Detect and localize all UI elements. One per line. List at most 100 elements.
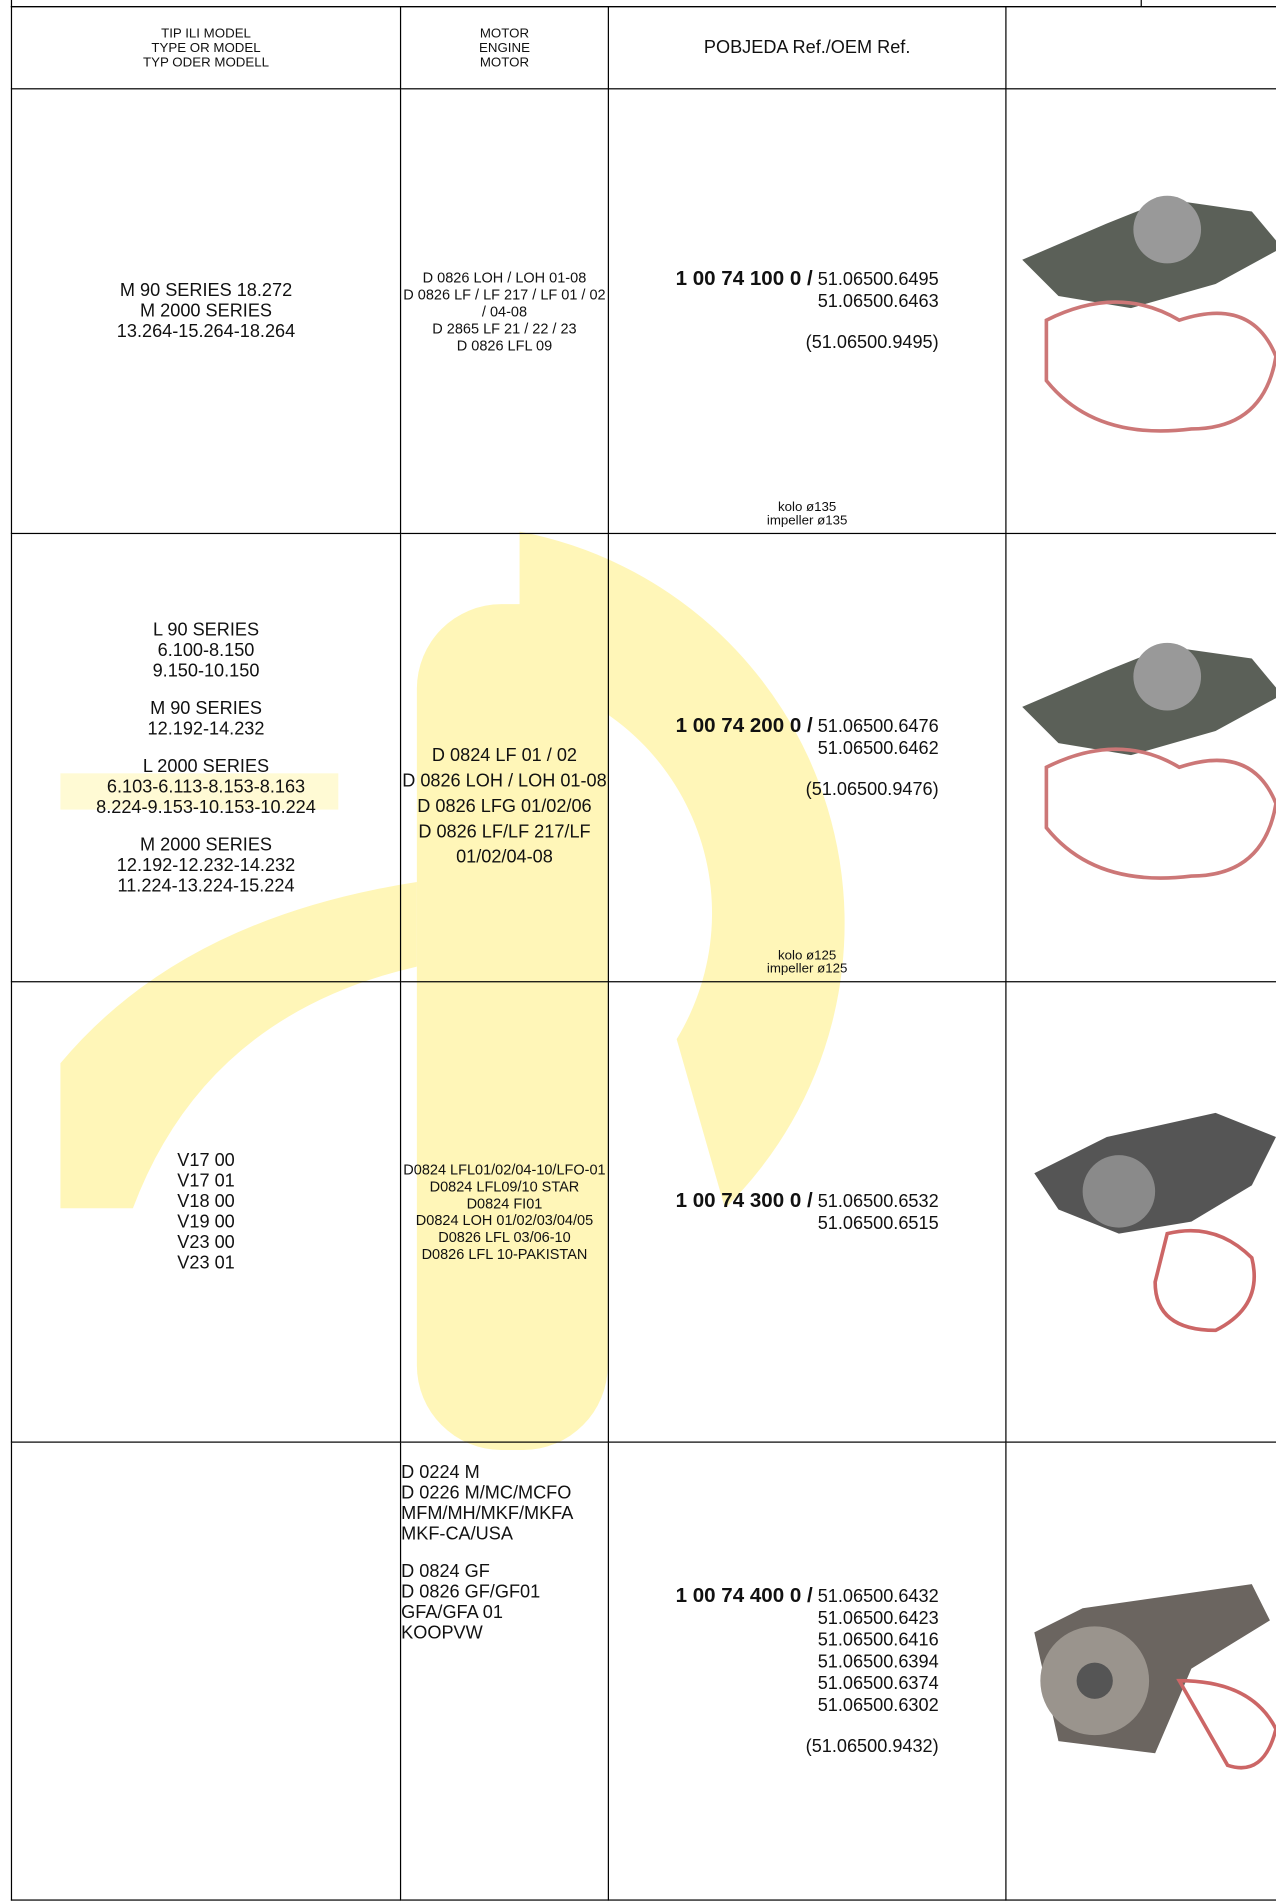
model-line: L 2000 SERIES [142, 755, 270, 777]
header-line: TYP ODER MODELL [142, 54, 270, 70]
model-line: M 2000 SERIES [140, 834, 272, 855]
engine-line: D 0826 LOH / LOH 01-08 [402, 770, 607, 791]
oem-ref: 51.06500.6495 [817, 269, 939, 290]
oem-ref: 51.06500.6532 [817, 1190, 939, 1212]
engine-line: D0824 LFL01/02/04-10/LFO-01 [403, 1161, 606, 1179]
oem-ref-alt: (51.06500.9476) [805, 778, 939, 800]
model-line: 6.103-6.113-8.153-8.163 [106, 776, 306, 797]
oem-ref: 51.06500.6515 [817, 1212, 939, 1234]
ref-cell: 1 00 74 100 0 / 51.06500.6495 51.06500.64… [607, 88, 1007, 535]
model-group: M 2000 SERIES 12.192-12.232-14.232 11.224-… [12, 834, 400, 896]
ref-box: 1 00 74 400 0 / 51.06500.6432 51.06500.64… [675, 1583, 939, 1758]
image-cell [1005, 1441, 1276, 1901]
ref-line: 1 00 74 100 0 / 51.06500.6495 [676, 268, 939, 291]
model-group: L 2000 SERIES 6.103-6.113-8.153-8.163 8.22… [12, 756, 400, 818]
engine-line: D 0224 M [401, 1462, 480, 1483]
image-cell [1005, 981, 1276, 1443]
model-group: V17 00 V17 01 V18 00 V19 00 V23 00 V23 01 [12, 1150, 400, 1273]
engine-line: D0826 LFL 03/06-10 [438, 1228, 571, 1246]
engine-line: D0824 LFL09/10 STAR [429, 1178, 580, 1196]
model-cell: M 90 SERIES 18.272 M 2000 SERIES 13.264-15… [10, 88, 402, 535]
ref-cell: 1 00 74 400 0 / 51.06500.6432 51.06500.64… [607, 1441, 1007, 1901]
model-line: V19 00 [177, 1211, 235, 1233]
header-line: ENGINE [478, 40, 530, 55]
model-line: V23 01 [177, 1253, 235, 1274]
header-ref: POBJEDA Ref./OEM Ref. [607, 6, 1007, 90]
model-line: 12.192-14.232 [147, 718, 265, 739]
oem-ref: 51.06500.6476 [817, 715, 939, 737]
model-line: 8.224-9.153-10.153-10.224 [96, 796, 316, 818]
model-cell: V17 00 V17 01 V18 00 V19 00 V23 00 V23 01 [10, 981, 402, 1443]
oem-ref: 51.06500.6302 [817, 1694, 939, 1716]
engine-line: D0824 LOH 01/02/03/04/05 [415, 1211, 594, 1229]
engine-line: GFA/GFA 01 [401, 1602, 503, 1623]
model-group: L 90 SERIES 6.100-8.150 9.150-10.150 [12, 619, 400, 681]
note-line: impeller ø125 [766, 961, 848, 977]
note-line: kolo ø135 [777, 500, 837, 515]
engine-line: D 0826 LOH / LOH 01-08 [422, 268, 587, 286]
engine-cell: D0824 LFL01/02/04-10/LFO-01 D0824 LFL09/1… [399, 981, 609, 1443]
oem-ref-alt: (51.06500.9432) [805, 1735, 939, 1757]
header-engine: MOTOR ENGINE MOTOR [399, 6, 609, 90]
engine-cell: D 0824 LF 01 / 02 D 0826 LOH / LOH 01-08 D… [399, 532, 609, 983]
oem-ref: 51.06500.6432 [817, 1585, 939, 1607]
model-group: M 90 SERIES 12.192-14.232 [12, 698, 400, 739]
model-line: L 90 SERIES [152, 619, 260, 640]
header-line: MOTOR [479, 54, 530, 70]
model-line: V17 01 [177, 1170, 235, 1192]
pobjeda-ref: 1 00 74 100 0 / [675, 267, 813, 290]
pobjeda-ref: 1 00 74 300 0 / [675, 1188, 813, 1212]
model-cell [10, 1441, 402, 1901]
engine-line: KOOPVW [401, 1622, 483, 1644]
impeller-note: kolo ø135 impeller ø135 [609, 501, 1005, 528]
model-group: M 90 SERIES 18.272 M 2000 SERIES 13.264-15… [12, 280, 400, 342]
oem-ref: 51.06500.6463 [817, 291, 939, 312]
engine-group: D 0824 GF D 0826 GF/GF01 GFA/GFA 01 KOOPVW [401, 1561, 608, 1643]
engine-line: D 0826 LF/LF 217/LF 01/02/04-08 [418, 821, 591, 867]
engine-group: D0824 LFL01/02/04-10/LFO-01 D0824 LFL09/1… [401, 1161, 608, 1262]
ref-line: 1 00 74 300 0 / 51.06500.6532 [675, 1188, 939, 1213]
header-line: TYPE OR MODEL [151, 40, 261, 55]
engine-line: D 2865 LF 21 / 22 / 23 [432, 319, 577, 337]
engine-line: D0826 LFL 10-PAKISTAN [421, 1245, 588, 1263]
part-row: L 90 SERIES 6.100-8.150 9.150-10.150 M 90 S… [10, 532, 1276, 983]
engine-group: D 0824 LF 01 / 02 D 0826 LOH / LOH 01-08 D… [401, 743, 608, 870]
pobjeda-ref: 1 00 74 400 0 / [675, 1583, 813, 1607]
parts-table: TIP ILI MODEL TYPE OR MODEL TYP ODER MODEL… [10, 6, 1276, 1901]
pobjeda-ref: 1 00 74 200 0 / [675, 713, 813, 737]
engine-line: D 0824 LF 01 / 02 [431, 744, 578, 766]
engine-line: D 0226 M/MC/MCFO [401, 1482, 572, 1504]
part-image [1034, 1112, 1276, 1332]
model-cell: L 90 SERIES 6.100-8.150 9.150-10.150 M 90 S… [10, 532, 402, 983]
engine-line: D 0824 GF [401, 1561, 490, 1582]
engine-group: D 0826 LOH / LOH 01-08 D 0826 LF / LF 217… [401, 269, 608, 354]
header-model: TIP ILI MODEL TYPE OR MODEL TYP ODER MODEL… [10, 6, 402, 90]
header-line: MOTOR [479, 25, 530, 41]
model-line: M 2000 SERIES [140, 300, 272, 322]
part-image [1034, 1583, 1276, 1769]
part-row: M 90 SERIES 18.272 M 2000 SERIES 13.264-15… [10, 88, 1276, 535]
note-line: kolo ø125 [777, 948, 837, 964]
oem-ref: 51.06500.6423 [817, 1607, 939, 1629]
note-line: impeller ø135 [766, 513, 848, 529]
model-line: M 90 SERIES [150, 697, 262, 719]
impeller-note: kolo ø125 impeller ø125 [609, 948, 1005, 977]
ref-box: 1 00 74 300 0 / 51.06500.6532 51.06500.65… [675, 1188, 939, 1235]
image-cell [1005, 88, 1276, 535]
header-image [1005, 6, 1276, 90]
model-line: V17 00 [177, 1150, 235, 1171]
engine-line: D 0826 LFL 09 [456, 336, 553, 354]
engine-line: MFM/MH/MKF/MKFA [401, 1503, 574, 1524]
engine-line: D 0826 LFG 01/02/06 [417, 795, 592, 817]
oem-ref: 51.06500.6374 [817, 1672, 939, 1694]
ref-box: 1 00 74 100 0 / 51.06500.6495 51.06500.64… [676, 268, 939, 354]
part-image [1022, 642, 1276, 880]
model-line: 6.100-8.150 [157, 639, 255, 661]
engine-cell: D 0826 LOH / LOH 01-08 D 0826 LF / LF 217… [399, 88, 609, 535]
model-line: V23 00 [177, 1232, 235, 1254]
